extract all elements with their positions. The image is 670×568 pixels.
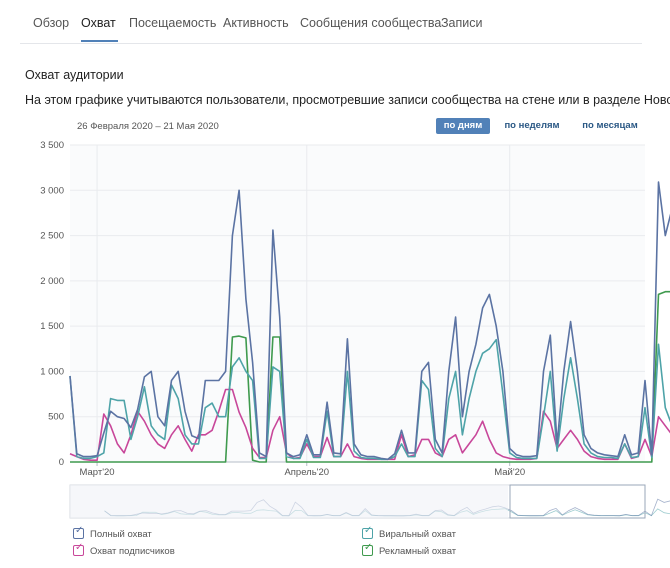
legend-item-total-reach[interactable]: ✓ Полный охват (73, 525, 152, 540)
period-button-months[interactable]: по месяцам (582, 120, 638, 131)
checkbox-icon[interactable]: ✓ (362, 542, 373, 556)
period-button-days[interactable]: по дням (436, 118, 490, 134)
legend-item-ads-reach[interactable]: ✓ Рекламный охват (362, 542, 457, 557)
x-tick-label: Март'20 (79, 467, 114, 478)
y-tick-label: 2 000 (40, 276, 64, 287)
legend-label: Рекламный охват (379, 546, 457, 557)
section-description: На этом графике учитываются пользователи… (25, 93, 670, 107)
checkbox-icon[interactable]: ✓ (362, 525, 373, 539)
period-button-weeks[interactable]: по неделям (504, 120, 560, 131)
legend-label: Охват подписчиков (90, 546, 175, 557)
navigator-selection-window (509, 484, 646, 519)
tab-item[interactable]: Активность (223, 16, 289, 30)
x-tick-label: Апрель'20 (284, 467, 329, 478)
navigator-unselected-area (70, 485, 508, 518)
legend-item-viral-reach[interactable]: ✓ Виральный охват (362, 525, 457, 540)
x-tick-label: Май'20 (494, 467, 525, 478)
series-line (69, 181, 670, 461)
y-tick-label: 500 (48, 412, 64, 423)
tab-item[interactable]: Обзор (33, 16, 70, 30)
date-range[interactable]: 26 Февраля 2020 – 21 Мая 2020 (77, 121, 219, 132)
tab-item[interactable]: Записи (441, 16, 483, 30)
tab-bar: Обзор Охват Посещаемость Активность Сообщени… (20, 0, 642, 44)
plot-area (70, 145, 645, 462)
y-tick-label: 3 500 (40, 140, 64, 151)
checkbox-icon[interactable]: ✓ (73, 542, 84, 556)
y-tick-label: 0 (59, 457, 64, 468)
tab-item[interactable]: Посещаемость (129, 16, 217, 30)
legend-item-subscribers-reach[interactable]: ✓ Охват подписчиков (73, 542, 175, 557)
series-line (70, 290, 670, 463)
tab-item[interactable]: Сообщения сообщества (300, 16, 442, 30)
y-tick-label: 1 000 (40, 366, 64, 377)
checkbox-icon[interactable]: ✓ (73, 525, 84, 539)
legend-label: Виральный охват (379, 529, 457, 540)
y-tick-label: 2 500 (40, 231, 64, 242)
section-title: Охват аудитории (25, 68, 124, 82)
legend-label: Полный охват (90, 529, 152, 540)
y-tick-label: 1 500 (40, 321, 64, 332)
active-tab-indicator (81, 40, 118, 42)
y-tick-label: 3 000 (40, 185, 64, 196)
series-line (69, 338, 670, 461)
tab-item[interactable]: Охват (81, 16, 116, 30)
